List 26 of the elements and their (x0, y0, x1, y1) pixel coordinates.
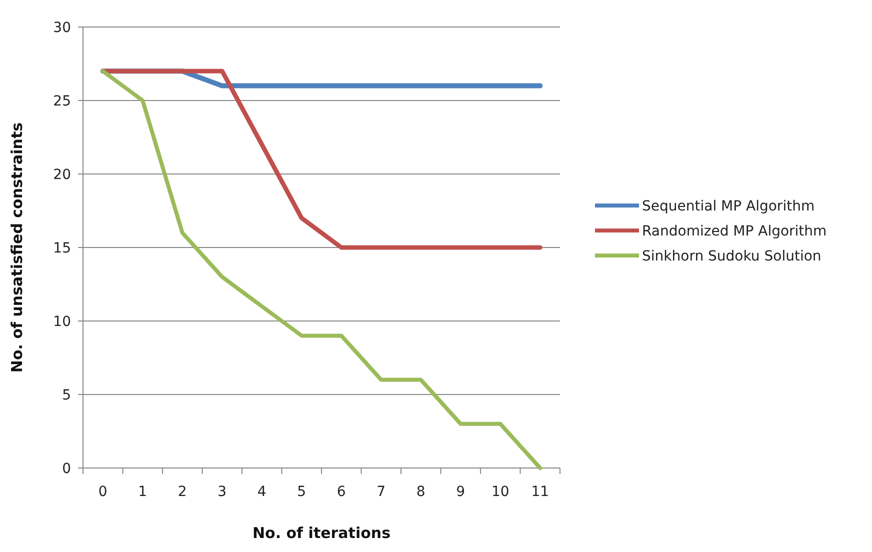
x-axis-title: No. of iterations (252, 524, 391, 542)
line-series (100, 68, 542, 250)
legend-label: Sequential MP Algorithm (642, 198, 815, 214)
x-tick-label: 3 (218, 484, 227, 500)
x-tick-label: 6 (336, 484, 346, 500)
y-tick-label: 5 (62, 387, 71, 404)
y-tick-label: 15 (53, 240, 71, 256)
x-tick-label: 1 (138, 484, 148, 500)
x-tick-label: 9 (456, 484, 466, 500)
x-tick-label: 0 (98, 484, 108, 500)
y-axis-title: No. of unsatisfied constraints (8, 122, 26, 373)
x-tick-label: 10 (491, 484, 510, 500)
y-tick-label: 10 (53, 314, 71, 330)
x-tick-label: 4 (257, 484, 266, 500)
line-series (100, 69, 542, 470)
y-tick-label: 30 (53, 20, 71, 36)
y-tick-label: 20 (53, 166, 71, 183)
y-tick-label: 25 (53, 93, 71, 110)
y-tick-label: 0 (62, 460, 71, 477)
x-tick-label: 5 (297, 484, 306, 500)
legend-label: Sinkhorn Sudoku Solution (642, 248, 822, 264)
x-tick-label: 11 (531, 484, 550, 500)
x-tick-label: 2 (178, 484, 187, 500)
legend-label: Randomized MP Algorithm (642, 223, 827, 240)
x-tick-label: 7 (376, 484, 386, 500)
x-tick-label: 8 (416, 484, 426, 500)
